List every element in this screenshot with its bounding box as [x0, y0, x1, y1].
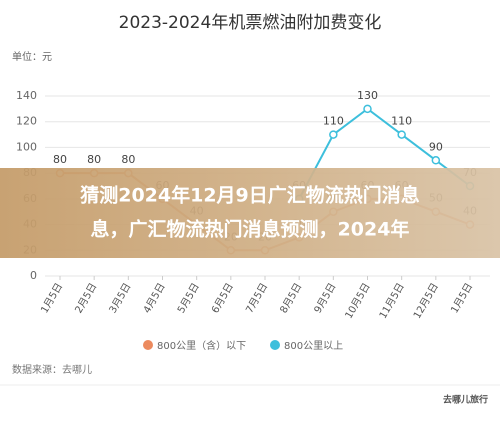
- x-tick-label: 2月5日: [73, 281, 100, 315]
- series-line: [298, 107, 471, 200]
- data-label: 80: [53, 153, 67, 166]
- x-tick-label: 8月5日: [278, 281, 305, 315]
- data-point: [431, 156, 441, 165]
- logo: 去哪儿旅行: [443, 394, 488, 406]
- data-label: 110: [323, 115, 344, 128]
- legend-marker: [143, 340, 153, 350]
- data-point: [363, 104, 372, 114]
- y-tick-label: 140: [16, 89, 37, 102]
- y-tick-label: 100: [16, 140, 37, 153]
- y-tick-label: 120: [16, 115, 37, 128]
- x-tick-label: 5月5日: [175, 281, 202, 315]
- data-label: 130: [357, 89, 378, 102]
- legend-label: 800公里（含）以下: [157, 339, 246, 352]
- data-label: 80: [121, 153, 135, 166]
- x-tick-label: 10月5日: [343, 281, 373, 321]
- banner-line: 猜测2024年12月9日广汇物流热门消息: [80, 184, 420, 207]
- source: 数据来源：去哪儿: [12, 363, 92, 376]
- x-tick-label: 1月5日: [448, 281, 475, 315]
- data-point: [329, 130, 338, 139]
- y-tick-label: 0: [30, 269, 37, 282]
- data-label: 110: [391, 115, 412, 128]
- banner-line: 息，广汇物流热门消息预测，2024年: [91, 218, 410, 241]
- x-tick-label: 12月5日: [411, 281, 441, 321]
- data-label: 80: [87, 153, 101, 166]
- chart-title: 2023-2024年机票燃油附加费变化: [119, 13, 382, 33]
- x-tick-label: 1月5日: [38, 281, 65, 315]
- x-tick-label: 7月5日: [243, 281, 270, 315]
- x-tick-label: 9月5日: [312, 281, 339, 315]
- banner: [0, 168, 500, 258]
- legend-marker: [270, 340, 280, 350]
- x-tick-label: 6月5日: [209, 281, 236, 315]
- x-tick-label: 4月5日: [141, 281, 168, 315]
- data-point: [397, 130, 406, 139]
- data-label: 90: [429, 140, 443, 153]
- x-tick-label: 3月5日: [107, 281, 134, 315]
- x-tick-label: 11月5日: [377, 281, 407, 321]
- unit-label: 单位：元: [12, 50, 52, 63]
- legend-label: 800公里以上: [284, 340, 343, 352]
